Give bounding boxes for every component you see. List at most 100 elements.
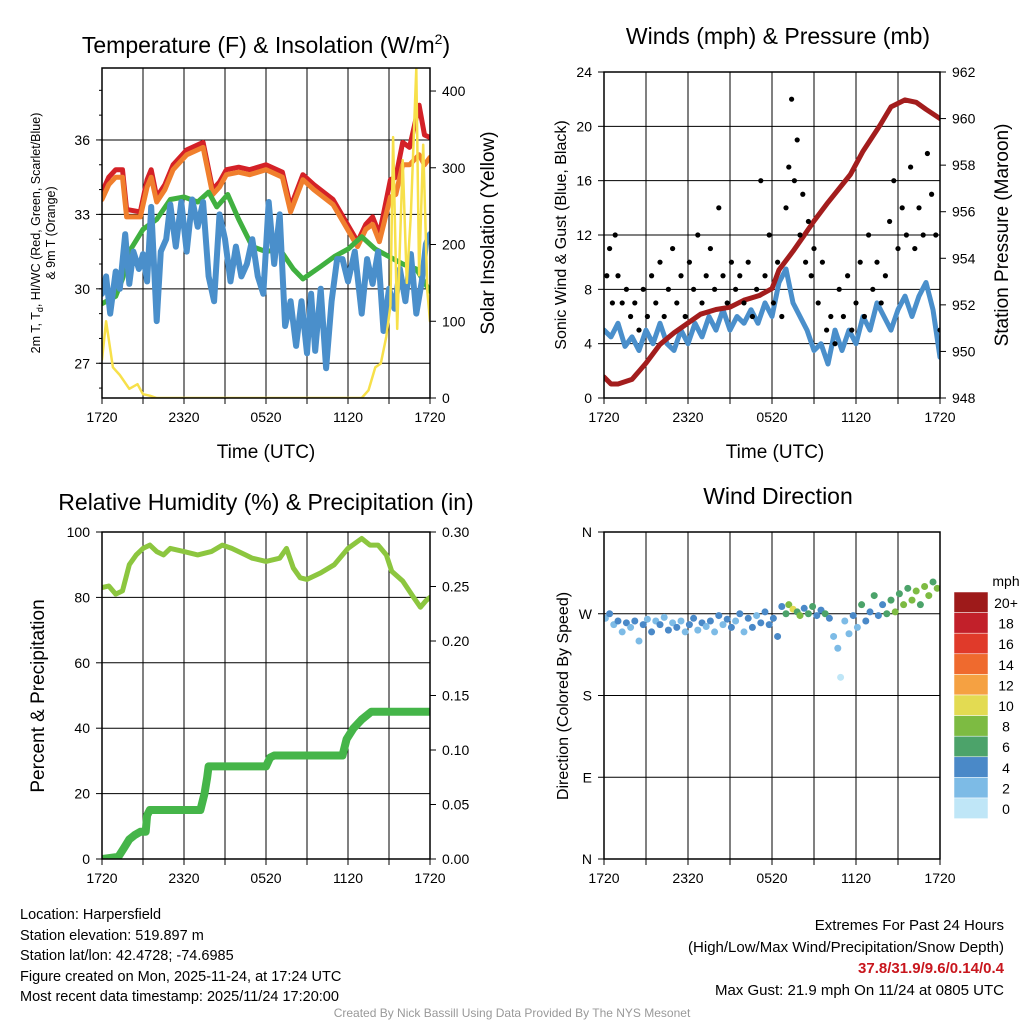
wind-direction-point bbox=[841, 617, 849, 625]
y-right-tick-label: 400 bbox=[442, 83, 466, 99]
wind-direction-point bbox=[853, 623, 861, 631]
x-axis-label: Time (UTC) bbox=[726, 442, 825, 463]
gust-point bbox=[803, 259, 809, 265]
wind-direction-point bbox=[618, 628, 626, 636]
wind-direction-point bbox=[694, 626, 702, 634]
colorbar-label: 0 bbox=[1002, 801, 1010, 817]
y-tick-label: 20 bbox=[576, 118, 592, 134]
extremes-legend: (High/Low/Max Wind/Precipitation/Snow De… bbox=[688, 938, 1004, 956]
y-right-tick-label: 956 bbox=[952, 204, 976, 220]
y-axis-label-line2: & 9m T (Orange) bbox=[44, 186, 58, 279]
gust-point bbox=[840, 313, 847, 320]
wind-direction-point bbox=[622, 619, 630, 627]
gust-point bbox=[832, 341, 838, 347]
y-tick-label: 60 bbox=[74, 655, 90, 671]
y-right-tick-label: 0.20 bbox=[442, 633, 469, 649]
wind-direction-point bbox=[883, 610, 891, 618]
plot-area bbox=[102, 68, 430, 398]
y-axis-label-sub: d bbox=[35, 307, 45, 312]
gust-point bbox=[749, 313, 756, 320]
y-right-tick-label: 0 bbox=[442, 390, 450, 406]
x-tick-label: 1120 bbox=[333, 409, 363, 425]
wind-direction-point bbox=[715, 612, 723, 620]
wind-direction-point bbox=[606, 610, 614, 618]
y-right-tick-label: 952 bbox=[952, 297, 976, 313]
colorbar-label: 10 bbox=[998, 698, 1014, 714]
chart-title: Temperature (F) & Insolation (W/m2) bbox=[82, 31, 450, 58]
wind-direction-point bbox=[908, 596, 916, 604]
colorbar-swatch bbox=[953, 653, 989, 675]
wind-direction-point bbox=[748, 623, 756, 631]
series-line-relative-humidity bbox=[102, 536, 430, 610]
y-axis-label-part: 2m T, T bbox=[29, 312, 43, 354]
wind-direction-point bbox=[660, 613, 668, 621]
wind-direction-point bbox=[711, 628, 719, 636]
gust-point bbox=[720, 273, 726, 279]
wind-direction-point bbox=[631, 617, 639, 625]
y-right-tick-label: 0.05 bbox=[442, 797, 469, 813]
gust-point bbox=[766, 232, 772, 238]
colorbar-swatch bbox=[953, 756, 989, 778]
gust-point bbox=[661, 313, 667, 320]
wind-direction-point bbox=[627, 623, 635, 631]
y-tick-label: 36 bbox=[74, 132, 90, 148]
gust-point bbox=[707, 245, 714, 252]
wind-direction-point bbox=[862, 617, 870, 625]
wind-direction-point bbox=[825, 614, 833, 622]
x-tick-label: 1120 bbox=[841, 409, 871, 425]
recent-timestamp-text: Most recent data timestamp: 2025/11/24 1… bbox=[20, 989, 339, 1005]
y-tick-label: 0 bbox=[584, 390, 592, 406]
gust-point bbox=[845, 273, 851, 279]
gust-point bbox=[794, 137, 800, 143]
x-tick-label: 1720 bbox=[588, 409, 619, 425]
gust-point bbox=[811, 245, 817, 252]
y-axis-label: Percent & Precipitation bbox=[28, 599, 49, 792]
x-tick-label: 1720 bbox=[924, 870, 955, 886]
wind-direction-point bbox=[782, 610, 790, 618]
gust-point bbox=[866, 232, 872, 238]
gust-point bbox=[786, 164, 792, 170]
gust-point bbox=[649, 273, 655, 279]
wind-direction-point bbox=[800, 604, 808, 612]
y-tick-label: W bbox=[579, 606, 593, 622]
wind-direction-point bbox=[904, 584, 912, 592]
y-tick-label: 27 bbox=[74, 355, 90, 371]
series-line-solar-insolation bbox=[102, 68, 430, 398]
gust-point bbox=[857, 259, 863, 265]
gust-point bbox=[728, 259, 735, 265]
y-right-tick-label: 948 bbox=[952, 390, 976, 406]
gust-point bbox=[724, 300, 730, 306]
gust-point bbox=[899, 205, 905, 211]
wind-direction-point bbox=[677, 617, 685, 625]
gust-point bbox=[628, 313, 634, 320]
chart-panel-3: Wind Direction N E S W N 1720 2320 0520 1120 1720 D… bbox=[555, 483, 1020, 886]
wind-direction-point bbox=[809, 602, 817, 610]
gust-point bbox=[682, 313, 688, 320]
y-right-tick-label: 300 bbox=[442, 160, 466, 176]
extremes-info: Extremes For Past 24 Hours (High/Low/Max… bbox=[688, 915, 1004, 1001]
gust-point bbox=[665, 286, 672, 292]
wind-direction-point bbox=[744, 614, 752, 622]
gust-point bbox=[800, 191, 806, 197]
y-tick-label: 100 bbox=[67, 524, 91, 540]
gust-point bbox=[640, 286, 646, 292]
gust-point bbox=[808, 273, 814, 279]
y-tick-label: 0 bbox=[82, 851, 90, 867]
y-tick-label: 4 bbox=[584, 336, 592, 352]
x-tick-label: 2320 bbox=[168, 409, 199, 425]
gust-point bbox=[619, 300, 625, 306]
wind-direction-point bbox=[830, 632, 838, 640]
x-tick-label: 0520 bbox=[250, 409, 281, 425]
gust-point bbox=[636, 327, 642, 333]
colorbar-swatch bbox=[953, 694, 989, 716]
y-tick-label: E bbox=[583, 769, 592, 785]
chart-title-sup: 2 bbox=[435, 31, 443, 47]
gust-point bbox=[797, 232, 803, 238]
wind-direction-point bbox=[723, 615, 731, 623]
chart-title: Relative Humidity (%) & Precipitation (i… bbox=[58, 489, 473, 515]
colorbar-swatch bbox=[953, 612, 989, 634]
series-line-wind-chill bbox=[102, 196, 430, 372]
wind-direction-point bbox=[740, 628, 748, 636]
wind-direction-point bbox=[732, 617, 740, 625]
